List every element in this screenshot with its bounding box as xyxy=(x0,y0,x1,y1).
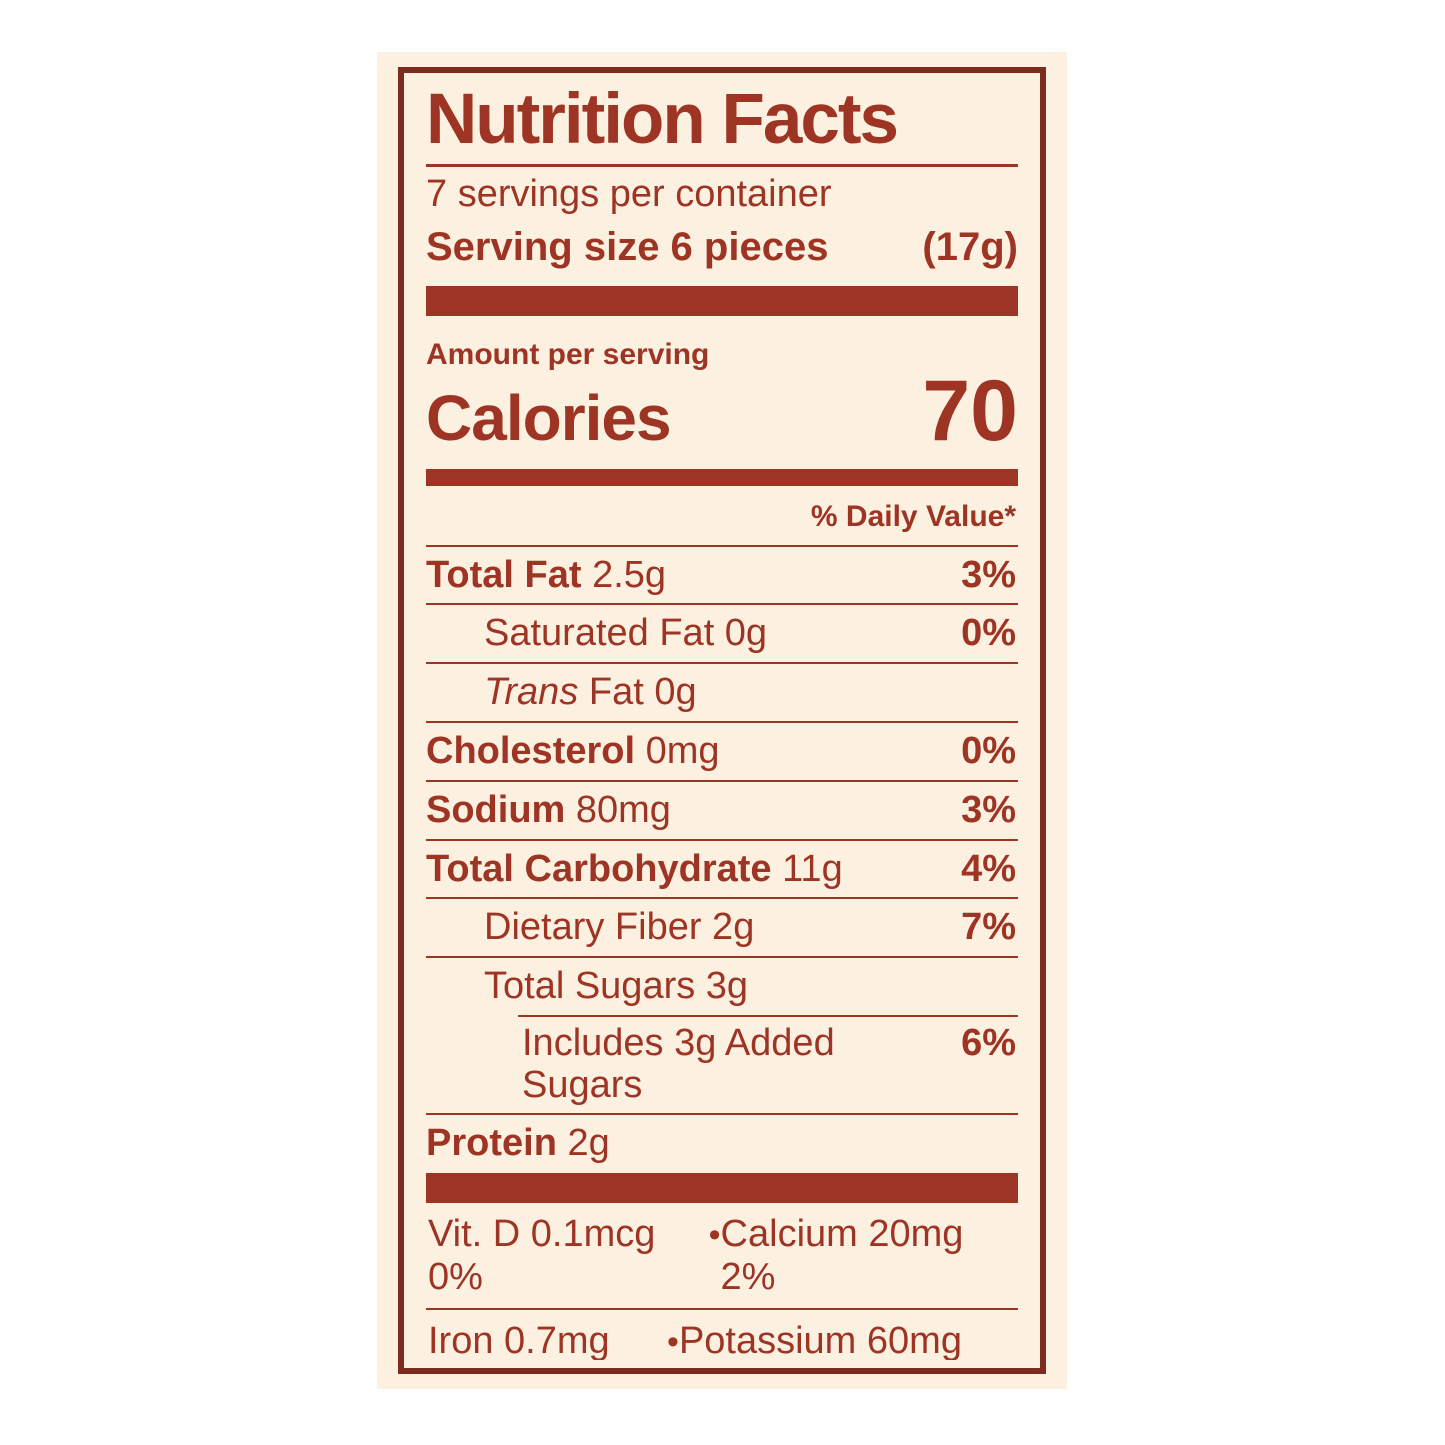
nutrient-row-total-fat: Total Fat 2.5g 3% xyxy=(426,544,1018,604)
label-title: Nutrition Facts xyxy=(426,83,899,159)
servings-per-container: 7 servings per container xyxy=(426,172,832,215)
vitamin-d-value: Vit. D 0.1mcg 0% xyxy=(428,1213,656,1299)
serving-size-row: Serving size 6 pieces (17g) xyxy=(426,225,1018,270)
calcium-value: Calcium 20mg 2% xyxy=(720,1213,964,1299)
nutrient-row-protein: Protein 2g xyxy=(426,1113,1018,1172)
nutrient-row-total-sugars: Total Sugars 3g xyxy=(426,956,1018,1015)
calories-label: Calories xyxy=(426,381,672,454)
bullet-dot-icon: • xyxy=(708,1216,721,1255)
serving-size-label: Serving size 6 pieces xyxy=(426,224,829,269)
nutrient-row-sodium: Sodium 80mg 3% xyxy=(426,779,1018,839)
section-divider-bar xyxy=(426,285,1018,316)
daily-value-percent: 6% xyxy=(961,1021,1016,1064)
calories-value: 70 xyxy=(922,362,1018,459)
nutrient-row-total-carbohydrate: Total Carbohydrate 11g 4% xyxy=(426,838,1018,898)
label-content: Nutrition Facts 7 servings per container… xyxy=(426,83,1018,1360)
nutrition-label-card: Nutrition Facts 7 servings per container… xyxy=(377,52,1067,1389)
daily-value-percent: 3% xyxy=(961,553,1016,596)
title-divider xyxy=(426,163,1018,167)
iron-value: Iron 0.7mg 4% xyxy=(428,1320,610,1360)
daily-value-percent: 0% xyxy=(961,612,1016,655)
daily-value-header: % Daily Value* xyxy=(810,499,1016,533)
label-border-frame: Nutrition Facts 7 servings per container… xyxy=(398,67,1046,1374)
daily-value-percent: 4% xyxy=(961,847,1016,890)
micronutrient-row-1: Vit. D 0.1mcg 0% • Calcium 20mg 2% xyxy=(426,1203,1018,1308)
bullet-dot-icon: • xyxy=(667,1323,679,1360)
calories-row: Calories 70 xyxy=(426,362,1018,459)
daily-value-percent: 3% xyxy=(961,788,1016,831)
serving-size-weight: (17g) xyxy=(922,224,1018,269)
nutrient-row-cholesterol: Cholesterol 0mg 0% xyxy=(426,720,1018,780)
amount-per-serving-label: Amount per serving xyxy=(426,337,710,371)
calories-divider-bar xyxy=(426,468,1018,486)
daily-value-percent: 7% xyxy=(961,906,1016,949)
potassium-value: Potassium 60mg 2% xyxy=(678,1320,962,1360)
nutrient-row-dietary-fiber: Dietary Fiber 2g 7% xyxy=(426,897,1018,956)
daily-value-percent: 0% xyxy=(961,729,1016,772)
nutrient-row-saturated-fat: Saturated Fat 0g 0% xyxy=(426,603,1018,662)
nutrient-row-added-sugars: Includes 3g Added Sugars 6% xyxy=(426,1014,1018,1114)
micronutrient-row-2: Iron 0.7mg 4% • Potassium 60mg 2% xyxy=(426,1308,1018,1360)
section-divider-bar xyxy=(426,1173,1018,1204)
nutrient-row-trans-fat: Trans Fat 0g xyxy=(426,662,1018,721)
